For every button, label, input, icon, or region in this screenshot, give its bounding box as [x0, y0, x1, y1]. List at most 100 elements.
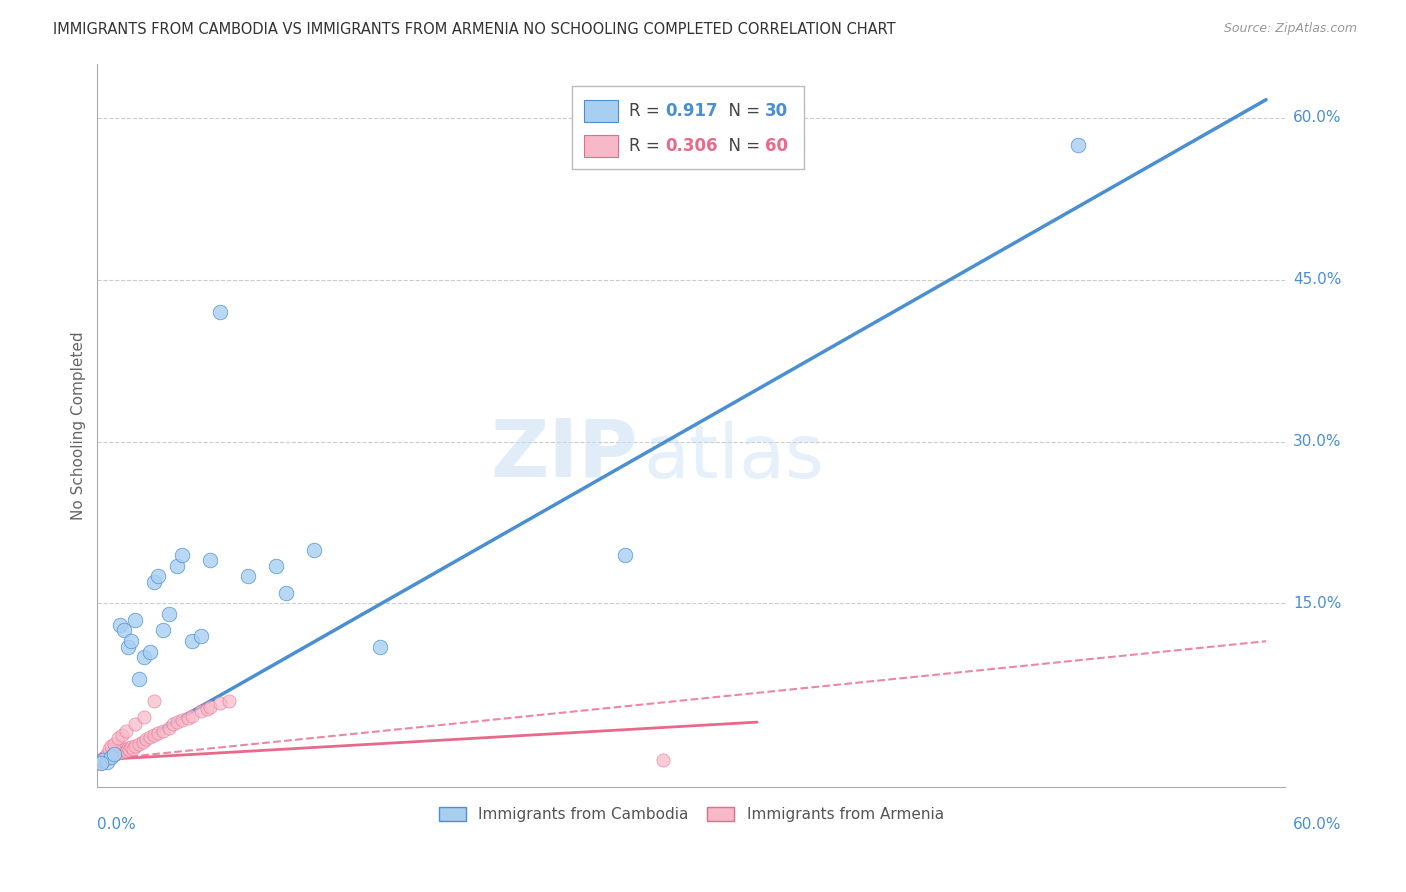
Text: 60.0%: 60.0%	[1294, 111, 1341, 126]
Point	[117, 741, 139, 756]
Point	[89, 756, 111, 771]
Point	[101, 748, 124, 763]
Point	[97, 748, 120, 763]
Point	[103, 747, 125, 762]
Point	[139, 645, 162, 659]
Point	[172, 548, 194, 562]
Text: 0.0%: 0.0%	[97, 817, 136, 832]
Point	[111, 745, 134, 759]
Point	[96, 749, 118, 764]
Point	[180, 708, 202, 723]
Point	[91, 750, 114, 764]
Point	[97, 742, 120, 756]
Point	[108, 618, 131, 632]
Point	[96, 755, 118, 769]
Point	[218, 693, 240, 707]
Point	[118, 743, 141, 757]
Text: Source: ZipAtlas.com: Source: ZipAtlas.com	[1223, 22, 1357, 36]
Point	[90, 753, 112, 767]
Point	[91, 754, 114, 768]
Point	[208, 305, 231, 319]
Point	[105, 747, 128, 762]
Point	[100, 739, 122, 753]
Point	[124, 739, 146, 753]
Point	[124, 613, 146, 627]
Point	[190, 629, 212, 643]
Point	[208, 696, 231, 710]
Point	[157, 721, 180, 735]
Point	[152, 624, 174, 638]
Point	[94, 749, 117, 764]
Text: 15.0%: 15.0%	[1294, 596, 1341, 611]
Point	[90, 754, 112, 768]
Point	[117, 640, 139, 654]
FancyBboxPatch shape	[585, 135, 617, 157]
Point	[190, 704, 212, 718]
Text: 45.0%: 45.0%	[1294, 272, 1341, 287]
Point	[157, 607, 180, 622]
Point	[107, 731, 129, 746]
Point	[142, 693, 165, 707]
Point	[107, 747, 129, 761]
Point	[614, 548, 637, 562]
Text: 0.917: 0.917	[665, 102, 717, 120]
Point	[124, 717, 146, 731]
Point	[177, 711, 200, 725]
Point	[103, 737, 125, 751]
Point	[96, 752, 118, 766]
Point	[139, 730, 162, 744]
Text: N =: N =	[718, 102, 766, 120]
Text: 30: 30	[765, 102, 787, 120]
Point	[91, 752, 114, 766]
Point	[302, 542, 325, 557]
Text: 60: 60	[765, 136, 787, 154]
Point	[97, 750, 120, 764]
Point	[651, 753, 673, 767]
Point	[120, 634, 142, 648]
Point	[172, 713, 194, 727]
Text: ZIP: ZIP	[491, 416, 638, 493]
Point	[152, 723, 174, 738]
Legend: Immigrants from Cambodia, Immigrants from Armenia: Immigrants from Cambodia, Immigrants fro…	[430, 799, 952, 830]
Point	[114, 723, 136, 738]
Point	[200, 700, 222, 714]
Point	[146, 726, 169, 740]
Text: 0.306: 0.306	[665, 136, 717, 154]
Point	[94, 753, 117, 767]
Y-axis label: No Schooling Completed: No Schooling Completed	[72, 331, 86, 520]
Point	[89, 755, 111, 769]
Point	[112, 624, 135, 638]
Point	[90, 756, 112, 771]
Point	[236, 569, 259, 583]
Text: R =: R =	[630, 102, 665, 120]
Point	[91, 753, 114, 767]
Point	[274, 585, 297, 599]
Point	[120, 739, 142, 754]
Point	[128, 737, 150, 751]
Point	[112, 742, 135, 756]
Point	[142, 574, 165, 589]
Point	[134, 710, 156, 724]
Text: atlas: atlas	[644, 422, 825, 494]
Point	[111, 728, 134, 742]
Point	[100, 749, 122, 764]
Point	[166, 558, 188, 573]
Point	[200, 553, 222, 567]
Point	[131, 734, 153, 748]
FancyBboxPatch shape	[572, 86, 804, 169]
Text: IMMIGRANTS FROM CAMBODIA VS IMMIGRANTS FROM ARMENIA NO SCHOOLING COMPLETED CORRE: IMMIGRANTS FROM CAMBODIA VS IMMIGRANTS F…	[53, 22, 896, 37]
Point	[135, 732, 157, 747]
Point	[101, 747, 124, 761]
Point	[128, 672, 150, 686]
Point	[134, 650, 156, 665]
Point	[122, 742, 145, 756]
Text: R =: R =	[630, 136, 665, 154]
Point	[100, 749, 122, 764]
Point	[180, 634, 202, 648]
Point	[195, 702, 218, 716]
Point	[142, 728, 165, 742]
Point	[108, 743, 131, 757]
Text: 60.0%: 60.0%	[1294, 817, 1341, 832]
Point	[146, 569, 169, 583]
Point	[105, 744, 128, 758]
